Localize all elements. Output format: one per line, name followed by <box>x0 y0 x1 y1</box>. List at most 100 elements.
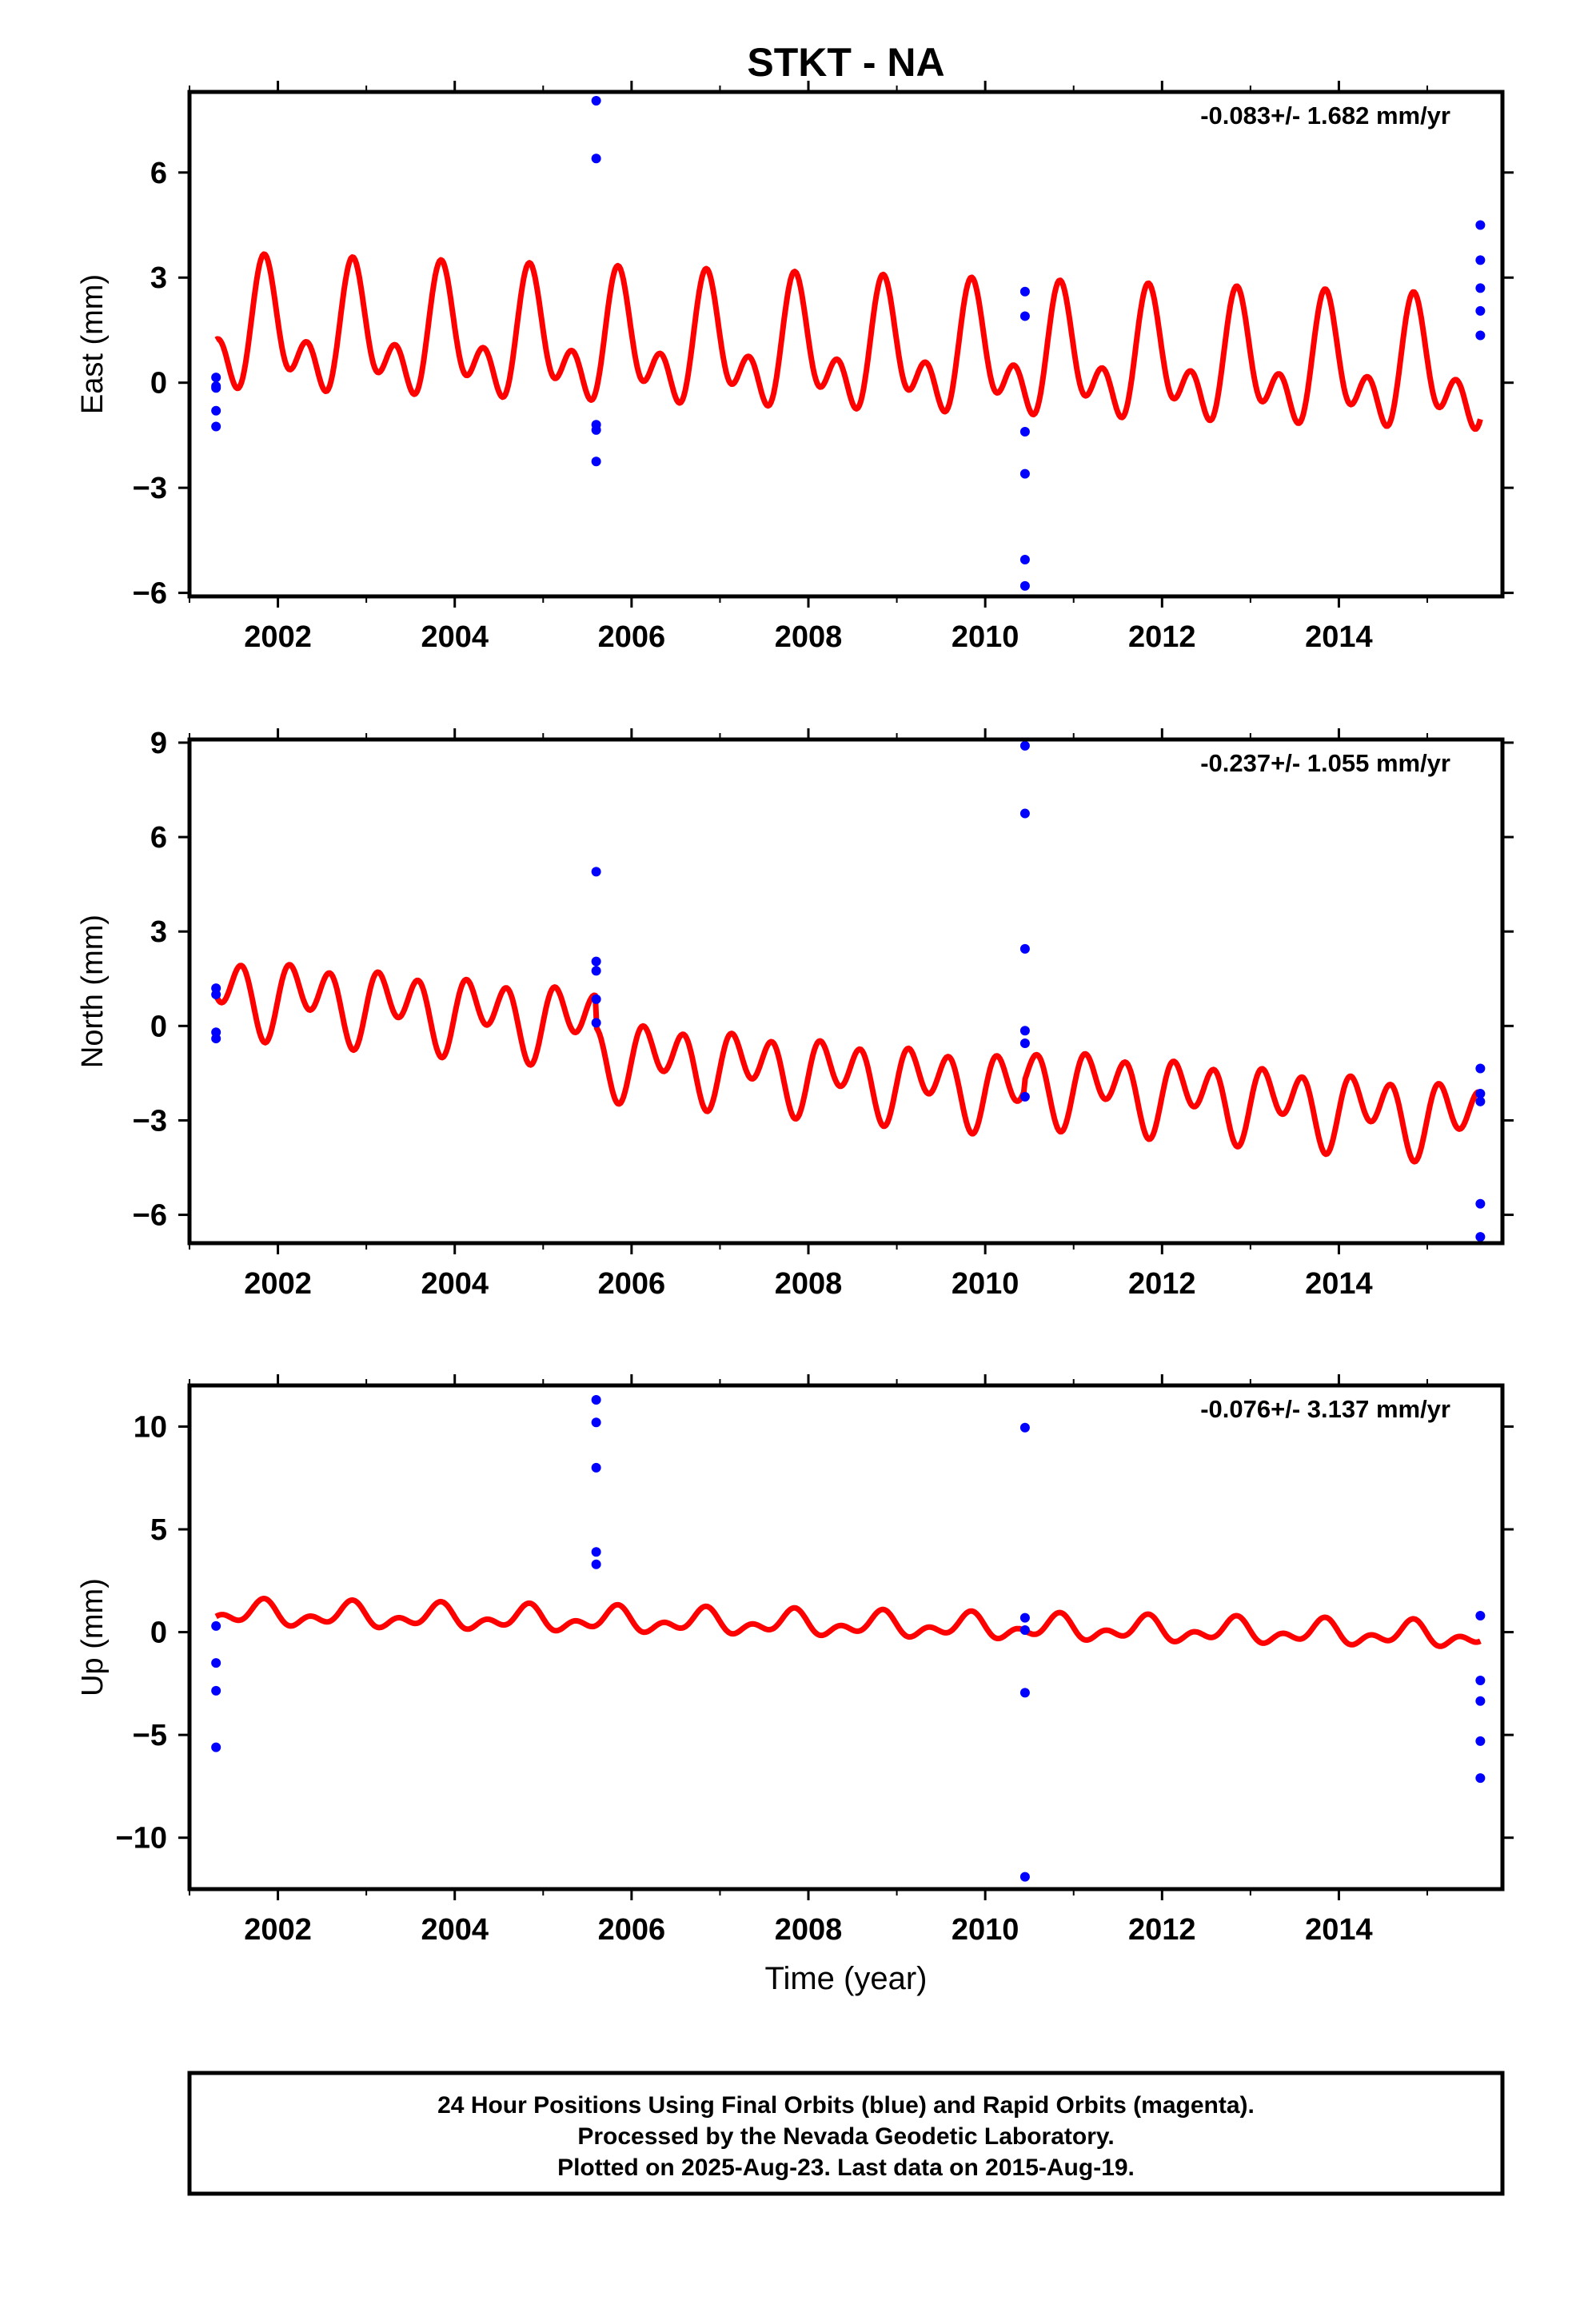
up-data-point <box>1475 1611 1486 1620</box>
up-data-point <box>591 1417 601 1428</box>
north-ytick-label: −6 <box>133 1199 167 1233</box>
north-model-curve <box>213 962 1482 1165</box>
east-data-point <box>1019 427 1030 437</box>
east-data-point <box>1475 330 1486 341</box>
east-data-point <box>1019 580 1030 591</box>
footer-line-3: Plotted on 2025-Aug-23. Last data on 201… <box>557 2155 1135 2181</box>
east-ytick-label: 0 <box>150 367 167 401</box>
up-xtick-label: 2014 <box>1305 1913 1373 1947</box>
up-data-point <box>591 1547 601 1557</box>
up-data-point <box>1019 1612 1030 1623</box>
up-data-point <box>1475 1773 1486 1784</box>
east-ylabel: East (mm) <box>76 274 110 414</box>
east-xtick-label: 2010 <box>952 620 1019 654</box>
north-data-point <box>211 989 221 999</box>
east-data-point <box>1019 311 1030 321</box>
north-points-layer <box>211 740 1486 1242</box>
north-data-point <box>591 867 601 877</box>
footer-line-1: 24 Hour Positions Using Final Orbits (bl… <box>437 2092 1255 2119</box>
panel-north: 2002 2004 2006 2008 2010 2012 2014 −6 −3 0 3 6 9 Nor… <box>76 727 1514 1301</box>
north-data-point <box>591 956 601 967</box>
east-data-point <box>1475 220 1486 230</box>
east-ytick-label: 6 <box>150 157 167 190</box>
east-data-point <box>591 153 601 164</box>
north-data-point <box>1019 1091 1030 1102</box>
east-data-point <box>591 95 601 106</box>
up-data-point <box>211 1685 221 1696</box>
footer-box: 24 Hour Positions Using Final Orbits (bl… <box>187 2071 1505 2196</box>
up-ytick-label: 5 <box>150 1513 167 1547</box>
panel-east: 2002 2004 2006 2008 2010 2012 2014 −6 −3 0 3 6 East… <box>76 81 1514 654</box>
east-data-point <box>1475 305 1486 316</box>
up-model-curve <box>214 1596 1482 1649</box>
footer-line-2: Processed by the Nevada Geodetic Laborat… <box>577 2123 1114 2150</box>
north-ytick-label: 0 <box>150 1010 167 1043</box>
east-xtick-label: 2002 <box>244 620 312 654</box>
north-data-point <box>1019 740 1030 751</box>
time-axis-label: Time (year) <box>765 1961 928 1996</box>
up-points-layer <box>211 1395 1486 1882</box>
up-plot-frame <box>187 1383 1505 1891</box>
up-data-point <box>1475 1736 1486 1746</box>
east-model-layer <box>214 251 1483 433</box>
north-plot-frame <box>187 737 1505 1246</box>
east-data-point <box>211 421 221 432</box>
north-data-point <box>1019 1038 1030 1048</box>
east-xtick-label: 2006 <box>598 620 666 654</box>
up-xtick-label: 2008 <box>775 1913 843 1947</box>
north-ytick-label: 3 <box>150 915 167 949</box>
north-data-point <box>211 1034 221 1044</box>
north-ytick-label: 6 <box>150 821 167 855</box>
up-data-point <box>591 1559 601 1569</box>
north-data-point <box>591 1018 601 1028</box>
east-ticks-layer: 2002 2004 2006 2008 2010 2012 2014 −6 −3 0 3 6 <box>133 81 1514 654</box>
north-data-point <box>591 966 601 976</box>
north-ylabel: North (mm) <box>76 915 110 1068</box>
east-xtick-label: 2014 <box>1305 620 1373 654</box>
east-data-point <box>1019 286 1030 297</box>
north-xtick-label: 2002 <box>244 1267 312 1301</box>
east-points-layer <box>211 95 1486 591</box>
footer-frame <box>187 2071 1505 2196</box>
up-model-layer <box>214 1596 1482 1649</box>
up-data-point <box>211 1620 221 1631</box>
north-xtick-label: 2008 <box>775 1267 843 1301</box>
up-data-point <box>591 1462 601 1473</box>
north-data-point <box>1475 1198 1486 1209</box>
up-ticks-layer: 2002 2004 2006 2008 2010 2012 2014 −10 −5 0 5 10 <box>116 1374 1514 1947</box>
up-data-point <box>211 1658 221 1668</box>
north-ytick-label: 9 <box>150 727 167 760</box>
east-data-point <box>1475 255 1486 265</box>
panel-up: 2002 2004 2006 2008 2010 2012 2014 −10 −5 0 5 10 Up… <box>76 1374 1514 1947</box>
north-data-point <box>1019 808 1030 819</box>
east-data-point <box>591 425 601 435</box>
east-plot-frame <box>187 90 1505 599</box>
north-data-point <box>1475 1088 1486 1098</box>
east-ytick-label: −6 <box>133 577 167 611</box>
up-ytick-label: −10 <box>116 1822 167 1856</box>
up-data-point <box>1019 1688 1030 1698</box>
east-xtick-label: 2012 <box>1128 620 1196 654</box>
up-data-point <box>1475 1696 1486 1706</box>
north-data-point <box>1475 1232 1486 1242</box>
east-data-point <box>211 373 221 383</box>
figure-title: STKT - NA <box>747 40 944 85</box>
east-data-point <box>591 456 601 467</box>
east-xtick-label: 2004 <box>421 620 489 654</box>
up-data-point <box>1019 1422 1030 1433</box>
north-data-point <box>591 994 601 1004</box>
north-ytick-label: −3 <box>133 1104 167 1138</box>
north-xtick-label: 2012 <box>1128 1267 1196 1301</box>
north-data-point <box>1475 1096 1486 1106</box>
east-data-point <box>1019 554 1030 564</box>
up-data-point <box>211 1742 221 1752</box>
north-xtick-label: 2010 <box>952 1267 1019 1301</box>
east-data-point <box>1475 283 1486 293</box>
north-rate-label: -0.237+/- 1.055 mm/yr <box>1200 749 1450 777</box>
north-model-layer <box>213 962 1482 1165</box>
up-ytick-label: 10 <box>134 1410 167 1444</box>
up-ytick-label: 0 <box>150 1616 167 1650</box>
up-data-point <box>1019 1625 1030 1635</box>
up-ylabel: Up (mm) <box>76 1578 110 1696</box>
up-rate-label: -0.076+/- 3.137 mm/yr <box>1200 1395 1450 1423</box>
